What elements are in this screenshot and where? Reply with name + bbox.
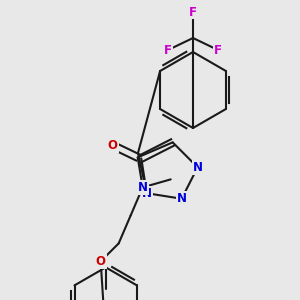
Text: N: N [177, 192, 187, 205]
Text: F: F [214, 44, 222, 56]
Text: N: N [193, 161, 202, 174]
Text: O: O [108, 139, 118, 152]
Text: N: N [142, 187, 152, 200]
Text: F: F [189, 5, 197, 19]
Text: N: N [138, 181, 148, 194]
Text: O: O [96, 255, 106, 268]
Text: F: F [164, 44, 172, 56]
